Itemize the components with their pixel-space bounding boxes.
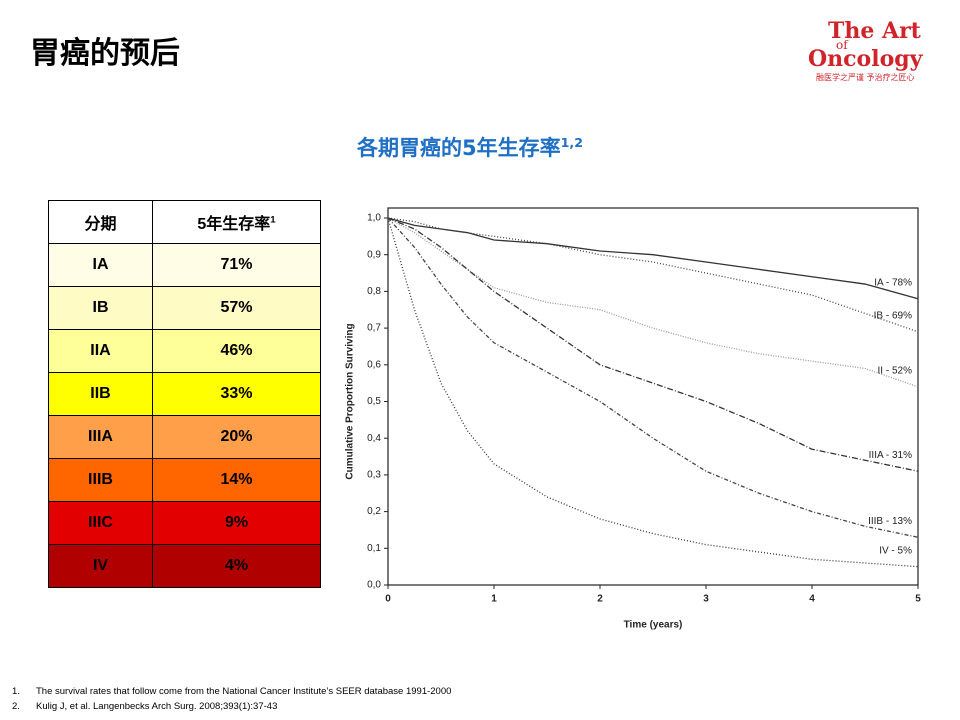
table-row: IA 71% [48, 243, 321, 287]
x-tick-label: 3 [703, 594, 709, 605]
y-tick-label: 0,0 [367, 580, 381, 591]
table-row: IV 4% [48, 544, 321, 588]
chart-title: 各期胃癌的5年生存率1,2 [0, 132, 940, 162]
table-cell: 4% [152, 544, 321, 588]
y-tick-label: 1,0 [367, 213, 381, 224]
logo: The Art of Oncology 融医学之严谨 予治疗之匠心 [800, 18, 950, 83]
table-cell: IIIB [48, 458, 153, 502]
footnote: 2. Kulig J, et al. Langenbecks Arch Surg.… [12, 699, 451, 714]
survival-curve [387, 217, 919, 568]
series-label: IIIB - 13% [868, 516, 912, 527]
footnote-text: Kulig J, et al. Langenbecks Arch Surg. 2… [36, 701, 278, 712]
survival-curve [387, 217, 919, 472]
header-cell: 5年生存率1 [152, 200, 321, 244]
table-cell: 71% [152, 243, 321, 287]
footnote-text: The survival rates that follow come from… [36, 686, 452, 697]
table-cell: 57% [152, 286, 321, 330]
stage-table: 分期 5年生存率1 IA 71% IB 57% IIA 46% IIB 33% IIIA 20% III… [48, 200, 321, 588]
series-label: IIIA - 31% [869, 450, 912, 461]
footnote-num: 2. [12, 701, 20, 712]
x-tick-label: 1 [491, 594, 497, 605]
survival-curve [387, 217, 919, 333]
series-label: IB - 69% [874, 310, 912, 321]
table-cell: IIIC [48, 501, 153, 545]
slide-title: 胃癌的预后 [30, 36, 180, 71]
table-row: IIIB 14% [48, 458, 321, 502]
y-tick-label: 0,7 [367, 323, 381, 334]
table-row: IIA 46% [48, 329, 321, 373]
logo-line: The Art [828, 18, 921, 44]
logo-line: Oncology [808, 46, 923, 72]
table-cell: IB [48, 286, 153, 330]
header-text: 5年生存率 [197, 216, 271, 233]
x-tick-label: 5 [915, 594, 921, 605]
table-cell: IIIA [48, 415, 153, 459]
y-axis-label: Cumulative Proportion Surviving [345, 323, 356, 479]
chart: 0,0 0,1 0,2 0,3 0,4 0,5 0,6 0,7 0,8 0,9 1,0 0 1 2 3 4 5 T… [345, 207, 921, 631]
x-axis-label: Time (years) [624, 620, 683, 631]
series-label: IV - 5% [879, 545, 912, 556]
table-cell: IIA [48, 329, 153, 373]
y-tick-label: 0,9 [367, 249, 381, 260]
table-header-row: 分期 5年生存率1 [48, 200, 321, 244]
chart-title-sup: 1,2 [560, 135, 583, 150]
x-tick-label: 2 [597, 594, 603, 605]
table-cell: 9% [152, 501, 321, 545]
y-tick-label: 0,1 [367, 543, 381, 554]
survival-curve [387, 217, 919, 538]
table-cell: 46% [152, 329, 321, 373]
plot-frame [387, 207, 919, 586]
chart-title-text: 各期胃癌的5年生存率 [357, 136, 561, 160]
table-cell: IV [48, 544, 153, 588]
table-cell: 14% [152, 458, 321, 502]
y-tick-label: 0,5 [367, 396, 381, 407]
table-cell: IIB [48, 372, 153, 416]
logo-tagline: 融医学之严谨 予治疗之匠心 [816, 73, 915, 82]
table-cell: 20% [152, 415, 321, 459]
header-cell: 分期 [48, 200, 153, 244]
series-label: IA - 78% [874, 277, 912, 288]
series-label: II - 52% [878, 365, 913, 376]
footnotes: 1. The survival rates that follow come fr… [12, 684, 451, 714]
table-row: IB 57% [48, 286, 321, 330]
logo-line: of [836, 38, 848, 52]
header-sup: 1 [270, 214, 276, 226]
header-text: 分期 [84, 216, 117, 233]
table-row: IIIA 20% [48, 415, 321, 459]
survival-curve [387, 217, 919, 388]
footnote-num: 1. [12, 686, 20, 697]
y-tick-label: 0,4 [367, 433, 381, 444]
y-tick-label: 0,2 [367, 506, 381, 517]
y-tick-label: 0,3 [367, 470, 381, 481]
x-tick-label: 4 [809, 594, 815, 605]
table-row: IIIC 9% [48, 501, 321, 545]
y-tick-label: 0,6 [367, 359, 381, 370]
survival-curve [387, 217, 919, 300]
y-tick-label: 0,8 [367, 286, 381, 297]
footnote: 1. The survival rates that follow come fr… [12, 684, 451, 699]
x-tick-label: 0 [385, 594, 391, 605]
table-cell: IA [48, 243, 153, 287]
table-cell: 33% [152, 372, 321, 416]
table-row: IIB 33% [48, 372, 321, 416]
